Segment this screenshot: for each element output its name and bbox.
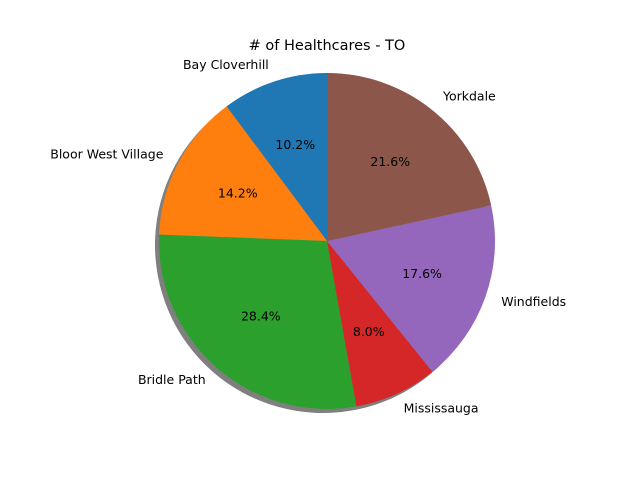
slice-percent-bridle-path: 28.4%	[241, 309, 281, 324]
slice-windfields	[327, 205, 496, 372]
slice-bridle-path	[159, 234, 357, 410]
slice-bloor-west-village	[159, 106, 327, 241]
slice-percent-bloor-west-village: 14.2%	[218, 186, 258, 201]
slice-percent-bay-cloverhill: 10.2%	[275, 137, 315, 152]
slice-label-yorkdale: Yorkdale	[442, 89, 496, 104]
slice-label-bay-cloverhill: Bay Cloverhill	[183, 57, 269, 72]
slice-percent-yorkdale: 21.6%	[370, 154, 410, 169]
chart-title: # of Healthcares - TO	[249, 38, 406, 54]
slice-label-bridle-path: Bridle Path	[138, 372, 206, 387]
slice-bay-cloverhill	[226, 73, 327, 241]
slice-mississauga	[327, 241, 433, 407]
slice-yorkdale	[327, 73, 492, 241]
slice-label-windfields: Windfields	[501, 294, 566, 309]
slice-label-bloor-west-village: Bloor West Village	[50, 147, 163, 162]
slice-percent-windfields: 17.6%	[402, 266, 442, 281]
slice-percent-mississauga: 8.0%	[353, 324, 385, 339]
slice-label-mississauga: Mississauga	[404, 401, 479, 416]
pie-labels: Bay Cloverhill 10.2% Bloor West Village 14.…	[50, 57, 566, 416]
pie-slices	[159, 73, 496, 410]
